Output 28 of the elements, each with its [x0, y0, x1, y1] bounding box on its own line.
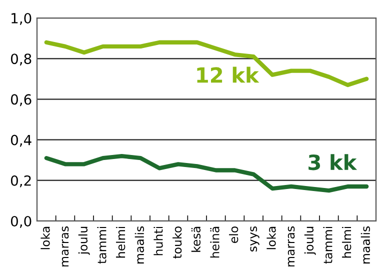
y-tick-label: 0,4 — [10, 134, 32, 147]
x-tick-label: joulu — [78, 226, 90, 255]
x-tick-label: loka — [40, 226, 50, 250]
x-tick-label: maalis — [134, 226, 144, 264]
x-tick-label: heinä — [210, 226, 220, 258]
x-tick-label: marras — [62, 226, 69, 266]
x-tick-label: syys — [250, 226, 260, 252]
x-tick-label: touko — [172, 226, 182, 259]
y-tick-label: 1,0 — [12, 12, 32, 25]
y-tick-label: 0,2 — [10, 175, 31, 188]
x-tick-label: helmi — [342, 226, 352, 258]
line-series — [44, 40, 369, 88]
x-tick-label: joulu — [304, 226, 316, 255]
y-tick-label: 0,0 — [10, 216, 32, 228]
x-tick-label: tammi — [323, 226, 332, 264]
line-series — [44, 154, 369, 193]
x-tick-label: maalis — [360, 226, 370, 264]
x-tick-label: tammi — [97, 226, 106, 264]
x-tick-label: helmi — [116, 226, 126, 258]
x-tick-label: marras — [288, 226, 295, 266]
series-label: 3 kk — [308, 154, 358, 170]
x-tick-label: loka — [266, 226, 276, 250]
y-tick-label: 0,6 — [10, 94, 32, 106]
x-tick-label: kesä — [191, 226, 201, 252]
x-tick-label: huhti — [154, 226, 163, 256]
series-label: 12 kk — [197, 66, 260, 83]
x-tick-label: elo — [229, 226, 238, 243]
y-tick-label: 0,8 — [10, 54, 32, 66]
